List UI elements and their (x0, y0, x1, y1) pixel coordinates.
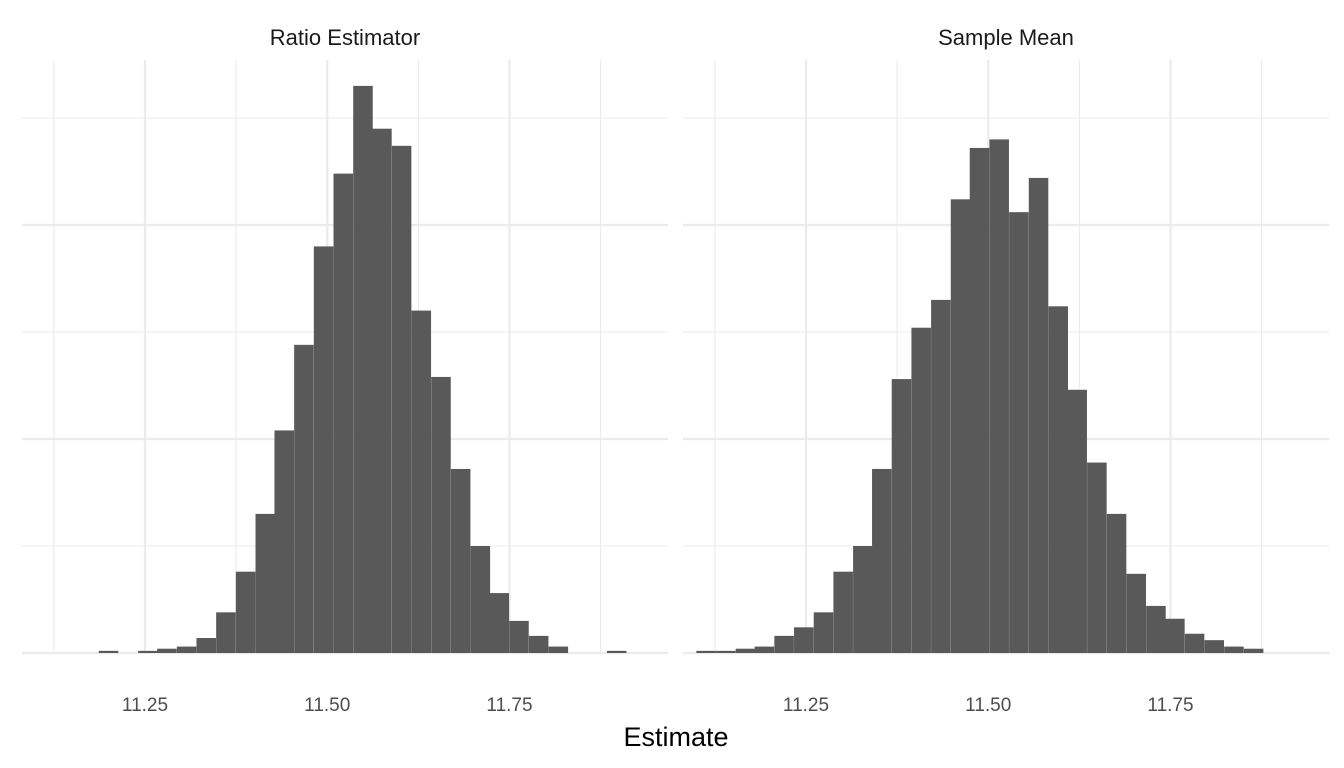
histogram-bar (1126, 573, 1147, 653)
x-tick-label: 11.25 (783, 695, 829, 716)
histogram-bar (431, 376, 451, 653)
histogram-bar (372, 128, 392, 653)
histogram-bar (891, 379, 912, 653)
histogram-bar (196, 638, 217, 653)
histogram-bar (833, 571, 853, 653)
histogram-bar (911, 327, 931, 653)
panel-ratio-estimator: 11.25 11.50 11.75 Ratio Estimator (22, 25, 668, 716)
histogram-bar (98, 650, 119, 653)
x-axis-title: Estimate (623, 722, 728, 752)
histogram-bar (391, 145, 412, 653)
histogram-bar (1146, 605, 1166, 653)
histogram-bar (176, 646, 197, 653)
histogram-bar (313, 246, 334, 653)
histogram-bar (411, 310, 432, 653)
histogram-bar (794, 627, 814, 653)
histogram-bar (274, 430, 295, 653)
histogram-bar (969, 147, 990, 653)
histogram-bar (872, 468, 892, 653)
histogram-bar (470, 546, 491, 653)
histogram-bar (989, 139, 1009, 653)
facet-title: Ratio Estimator (270, 25, 420, 50)
histogram-bar (1204, 640, 1225, 653)
histogram-bar (1009, 212, 1029, 653)
histogram-bar (1184, 633, 1205, 653)
histogram-bar (1243, 648, 1264, 653)
histogram-bar (216, 612, 236, 653)
histogram-bar (548, 646, 569, 653)
histogram-bar (1087, 462, 1107, 653)
histogram-bar (353, 85, 373, 653)
histogram-bar (716, 650, 736, 653)
histogram-bar (1048, 306, 1069, 653)
histogram-bar (853, 546, 873, 653)
x-tick-label: 11.50 (304, 695, 350, 716)
histogram-bar (157, 648, 177, 653)
histogram-bar (528, 635, 549, 653)
histogram-bar (138, 650, 158, 653)
histogram-bar (1224, 646, 1244, 653)
histogram-bar (255, 513, 276, 653)
histogram-bar (1106, 513, 1127, 653)
histogram-bar (754, 646, 775, 653)
histogram-bar (735, 648, 756, 653)
facet-title: Sample Mean (938, 25, 1074, 50)
histogram-bar (950, 199, 971, 653)
histogram-bar (696, 650, 716, 653)
histogram-bar (509, 620, 529, 653)
x-tick-label: 11.75 (486, 695, 532, 716)
histogram-bar (1028, 177, 1049, 654)
panel-sample-mean: 11.25 11.50 11.75 Sample Mean (683, 25, 1329, 716)
histogram-bar (333, 173, 354, 653)
x-tick-label: 11.75 (1147, 695, 1193, 716)
histogram-bar (813, 612, 834, 653)
histogram-bar (774, 635, 794, 653)
histogram-bar (606, 650, 627, 653)
histogram-bar (235, 571, 256, 653)
histogram-bar (1165, 618, 1185, 653)
histogram-bar (450, 468, 471, 653)
histogram-bar (1067, 389, 1087, 653)
histogram-bar (294, 344, 314, 653)
histogram-bar (489, 593, 510, 653)
histogram-bar (931, 299, 951, 653)
x-tick-label: 11.50 (965, 695, 1011, 716)
x-tick-label: 11.25 (122, 695, 168, 716)
